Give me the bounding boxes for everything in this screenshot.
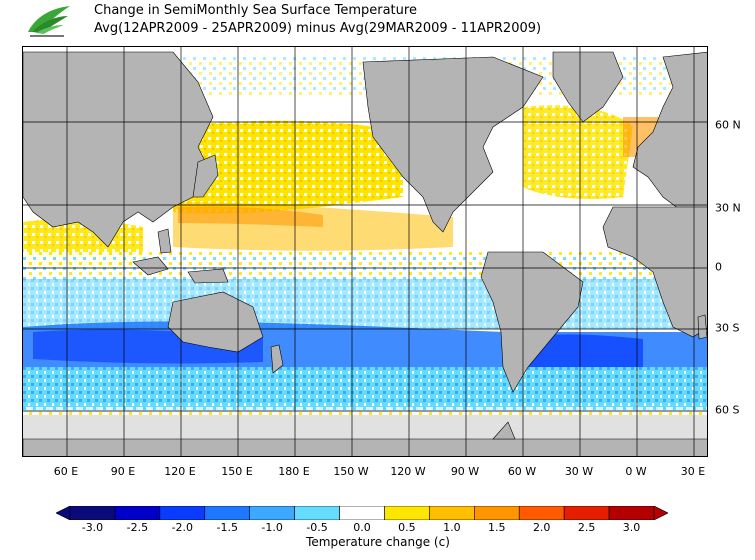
lon-label: 60 W [507, 465, 537, 478]
colorbar-tick-label: 2.5 [577, 521, 596, 534]
colorbar-tick-label: -0.5 [306, 521, 328, 534]
land-antarctica [23, 438, 707, 456]
colorbar-tick-label: -1.0 [261, 521, 283, 534]
chart-title: Change in SemiMonthly Sea Surface Temper… [94, 3, 417, 18]
lon-label: 150 W [333, 465, 369, 478]
land-south-america [480, 251, 584, 393]
agency-logo-icon [28, 6, 70, 37]
colorbar-swatch [384, 506, 430, 520]
lon-label: 60 E [53, 465, 79, 478]
lon-label: 120 W [390, 465, 426, 478]
colorbar-tick-label: -2.5 [126, 521, 149, 534]
lat-label: 30 S [715, 321, 740, 335]
lon-label: 30 W [564, 465, 594, 478]
colorbar-swatch [608, 506, 655, 520]
colorbar-tick-label: -3.0 [81, 521, 104, 534]
colorbar-swatch [249, 506, 295, 520]
colorbar-tick-label: 1.5 [488, 521, 506, 534]
colorbar-under-arrow [56, 506, 71, 520]
lon-label: 150 E [221, 465, 253, 478]
sst-change-map [22, 46, 708, 457]
lon-label: 180 E [278, 465, 310, 478]
lat-lon-grid [23, 47, 707, 456]
lon-label: 90 E [110, 465, 136, 478]
land-north-america [362, 56, 544, 233]
colorbar-swatch [563, 506, 610, 520]
colorbar-tick-label: -2.0 [171, 521, 194, 534]
colorbar-swatch [159, 506, 206, 520]
chart-subtitle: Avg(12APR2009 - 25APR2009) minus Avg(29M… [94, 21, 542, 36]
land-new-zealand [270, 344, 284, 374]
colorbar-swatch [69, 506, 116, 520]
colorbar-swatch [339, 506, 385, 520]
colorbar-tick-label: 1.0 [443, 521, 461, 534]
land-philippines [157, 228, 172, 254]
lon-label: 120 E [164, 465, 196, 478]
land-antarctic-peninsula [492, 421, 516, 440]
colorbar-tick-label: 3.0 [622, 521, 641, 534]
colorbar-tick-label: -1.5 [216, 521, 238, 534]
colorbar-swatch [429, 506, 475, 520]
colorbar-tick-label: 2.0 [532, 521, 551, 534]
lat-label: 0 [715, 260, 722, 274]
colorbar-swatch [474, 506, 520, 520]
colorbar [56, 506, 668, 520]
colorbar-title: Temperature change (c) [306, 535, 450, 549]
land-eurasia-west [23, 51, 214, 248]
land-madagascar [697, 314, 707, 340]
map-canvas [23, 47, 707, 456]
land-indonesia [132, 256, 169, 276]
colorbar-swatch [518, 506, 565, 520]
land-europe [632, 51, 707, 227]
land-japan [192, 154, 219, 198]
lon-label: 30 E [680, 465, 706, 478]
lat-label: 60 S [715, 403, 740, 417]
colorbar-swatch [294, 506, 340, 520]
lat-label: 30 N [715, 201, 741, 215]
lon-label: 90 W [450, 465, 480, 478]
land-africa [602, 206, 707, 338]
colorbar-over-arrow [653, 506, 668, 520]
colorbar-tick-label: 0.5 [398, 521, 416, 534]
colorbar-swatch [204, 506, 250, 520]
colorbar-tick-label: 0.0 [353, 521, 371, 534]
land-greenland [552, 51, 624, 123]
land-masses [23, 51, 707, 456]
lat-label: 60 N [715, 118, 741, 132]
land-new-guinea [187, 268, 229, 284]
colorbar-swatch [114, 506, 161, 520]
lon-label: 0 W [625, 465, 647, 478]
